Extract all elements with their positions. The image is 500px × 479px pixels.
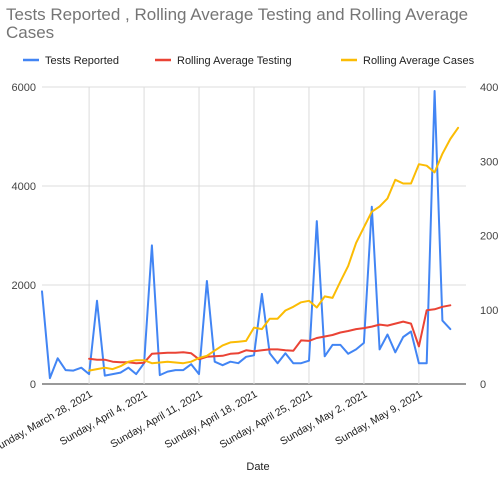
chart-title-line-1: Tests Reported , Rolling Average Testing… — [6, 5, 468, 24]
x-axis-title: Date — [246, 461, 269, 473]
x-axis-tick-label: Sunday, April 11, 2021 — [108, 388, 204, 451]
series-lines — [41, 90, 460, 380]
x-axis-tick-label: Sunday, April 25, 2021 — [218, 388, 315, 451]
legend-label: Rolling Average Cases — [363, 55, 475, 67]
legend-label: Rolling Average Testing — [177, 55, 292, 67]
x-axis-tick-label: Sunday, March 28, 2021 — [0, 388, 95, 455]
right-axis-tick-label: 200 — [480, 231, 498, 243]
legend-label: Tests Reported — [45, 55, 119, 67]
right-axis-tick-label: 100 — [480, 305, 498, 317]
right-axis-tick-label: 400 — [480, 82, 498, 94]
right-axis-tick-label: 0 — [480, 379, 486, 391]
left-axis-tick-label: 4000 — [12, 181, 36, 193]
chart-title-line-2: Cases — [6, 23, 54, 42]
legend: Tests Reported Rolling Average Testing Rol… — [23, 55, 475, 67]
right-axis-tick-label: 300 — [480, 156, 498, 168]
x-axis-tick-label: Sunday, April 18, 2021 — [163, 388, 260, 451]
series-line-rolling-average-testing — [88, 304, 452, 365]
right-axis-ticks: 0 100 200 300 400 — [480, 82, 498, 391]
left-axis-tick-label: 2000 — [12, 280, 36, 292]
series-line-tests-reported — [41, 90, 452, 380]
series-line-rolling-average-cases — [88, 126, 460, 372]
left-axis-tick-label: 6000 — [12, 82, 36, 94]
left-axis-ticks: 0 2000 4000 6000 — [12, 82, 36, 391]
left-axis-tick-label: 0 — [30, 379, 36, 391]
